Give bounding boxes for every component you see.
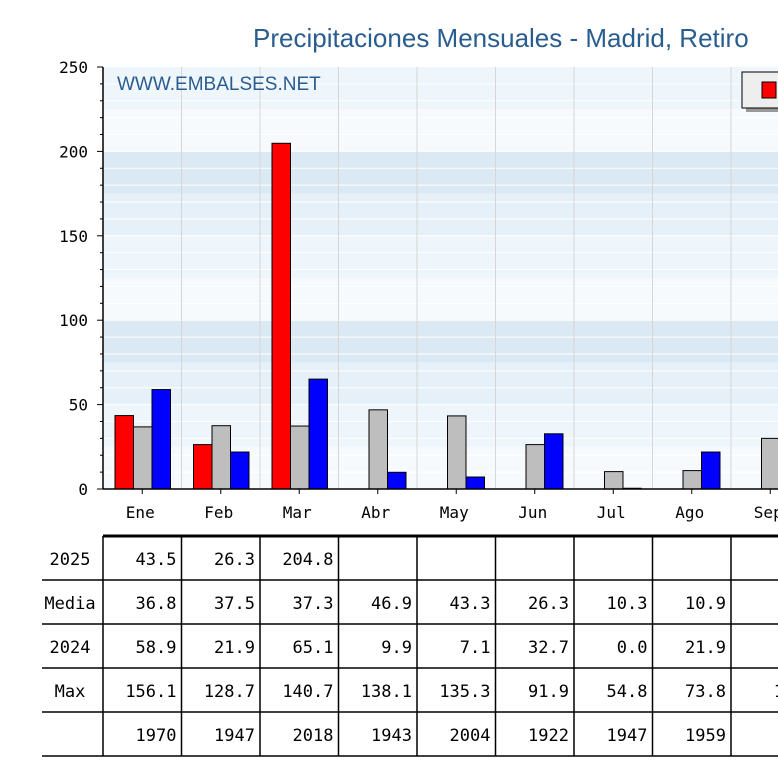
bar xyxy=(701,451,721,490)
legend-swatch-2025 xyxy=(761,81,777,99)
bar xyxy=(211,425,231,490)
x-tick-label: Jul xyxy=(597,503,626,522)
bar xyxy=(151,389,171,490)
table-cell: 7.1 xyxy=(460,638,491,658)
bar xyxy=(271,142,291,490)
table-cell: 73.8 xyxy=(685,682,726,702)
table-cell: 10.9 xyxy=(685,594,726,614)
bar xyxy=(465,476,485,490)
y-tick-label: 250 xyxy=(59,58,88,77)
plot-band xyxy=(103,404,778,447)
table-cell: 43.5 xyxy=(136,550,177,570)
table-cell: 21.9 xyxy=(214,638,255,658)
plot-band xyxy=(103,320,778,363)
table-cell: 43.3 xyxy=(450,594,491,614)
table-cell: 1970 xyxy=(136,726,177,746)
table-cell: 204.8 xyxy=(282,550,333,570)
x-tick-label: Ene xyxy=(126,503,155,522)
table-row-label: Media xyxy=(44,594,95,614)
table-cell: 10.3 xyxy=(607,594,648,614)
x-tick-label: Abr xyxy=(361,503,390,522)
bars-group xyxy=(114,142,778,490)
plot-band xyxy=(103,67,778,110)
plot-band xyxy=(103,235,778,278)
bar xyxy=(761,437,778,490)
plot-band xyxy=(103,193,778,236)
axes: 0 50 100 150 200 250 Ene Feb Mar Abr May Jun Jul Ago S… xyxy=(59,58,778,522)
table-cell: 1943 xyxy=(371,726,412,746)
y-tick-label: 200 xyxy=(59,142,88,161)
x-tick-label: Jun xyxy=(518,503,547,522)
plot-background xyxy=(103,67,778,489)
table-cell: 1947 xyxy=(607,726,648,746)
table-cell: 91.9 xyxy=(528,682,569,702)
bar xyxy=(230,451,250,490)
y-tick-label: 100 xyxy=(59,311,88,330)
bar xyxy=(682,470,702,490)
bar xyxy=(290,425,310,490)
table-cell: 26.3 xyxy=(214,550,255,570)
table-cell: 2018 xyxy=(293,726,334,746)
table-cell: 1959 xyxy=(685,726,726,746)
y-tick-label: 150 xyxy=(59,227,88,246)
legend-box xyxy=(741,71,778,109)
table-cell: 2004 xyxy=(450,726,491,746)
table-row-label: Max xyxy=(55,682,86,702)
table-cell: 65.1 xyxy=(293,638,334,658)
table-cell: 156.1 xyxy=(125,682,176,702)
table-cell: 140.7 xyxy=(282,682,333,702)
bar xyxy=(114,415,134,490)
bar xyxy=(368,409,388,490)
data-table: 2025 43.5 26.3 204.8 Media 36.8 37.5 37.3 46.9 43… xyxy=(42,534,778,757)
table-cell: 1947 xyxy=(214,726,255,746)
x-tick-label: Ago xyxy=(675,503,704,522)
plot-band xyxy=(103,278,778,321)
table-cell: 128.7 xyxy=(204,682,255,702)
plot-band xyxy=(103,151,778,194)
table-cell: 0.0 xyxy=(617,638,648,658)
legend xyxy=(741,71,778,112)
x-tick-label: Feb xyxy=(204,503,233,522)
x-tick-label: May xyxy=(440,503,469,522)
table-row-label: 2024 xyxy=(50,638,91,658)
table-cell: 46.9 xyxy=(371,594,412,614)
bar xyxy=(133,426,153,490)
x-tick-label: Mar xyxy=(283,503,312,522)
chart-title: Precipitaciones Mensuales - Madrid, Reti… xyxy=(253,23,749,53)
watermark-text: WWW.EMBALSES.NET xyxy=(117,74,321,95)
table-cell: 26.3 xyxy=(528,594,569,614)
table-cell: 21.9 xyxy=(685,638,726,658)
plot-band xyxy=(103,362,778,405)
y-tick-label: 0 xyxy=(78,480,88,499)
table-cell: 135.3 xyxy=(439,682,490,702)
table-cell: 37.3 xyxy=(293,594,334,614)
plot-band xyxy=(103,109,778,152)
table-cell: 32.7 xyxy=(528,638,569,658)
table-cell: 9.9 xyxy=(381,638,412,658)
table-row-label: 2025 xyxy=(50,550,91,570)
x-tick-label: Sep xyxy=(754,503,778,522)
y-tick-label: 50 xyxy=(69,396,88,415)
table-cell: 54.8 xyxy=(607,682,648,702)
bar xyxy=(387,471,407,490)
table-cell: 58.9 xyxy=(136,638,177,658)
bar xyxy=(193,444,213,490)
bar xyxy=(544,433,564,490)
table-cell: 138.1 xyxy=(361,682,412,702)
bar xyxy=(447,415,467,490)
bar xyxy=(604,471,624,490)
bar xyxy=(308,378,328,490)
table-cell: 1922 xyxy=(528,726,569,746)
table-cell: 169 xyxy=(774,682,778,702)
bar xyxy=(525,444,545,490)
table-cell: 37.5 xyxy=(214,594,255,614)
table-cell: 36.8 xyxy=(136,594,177,614)
